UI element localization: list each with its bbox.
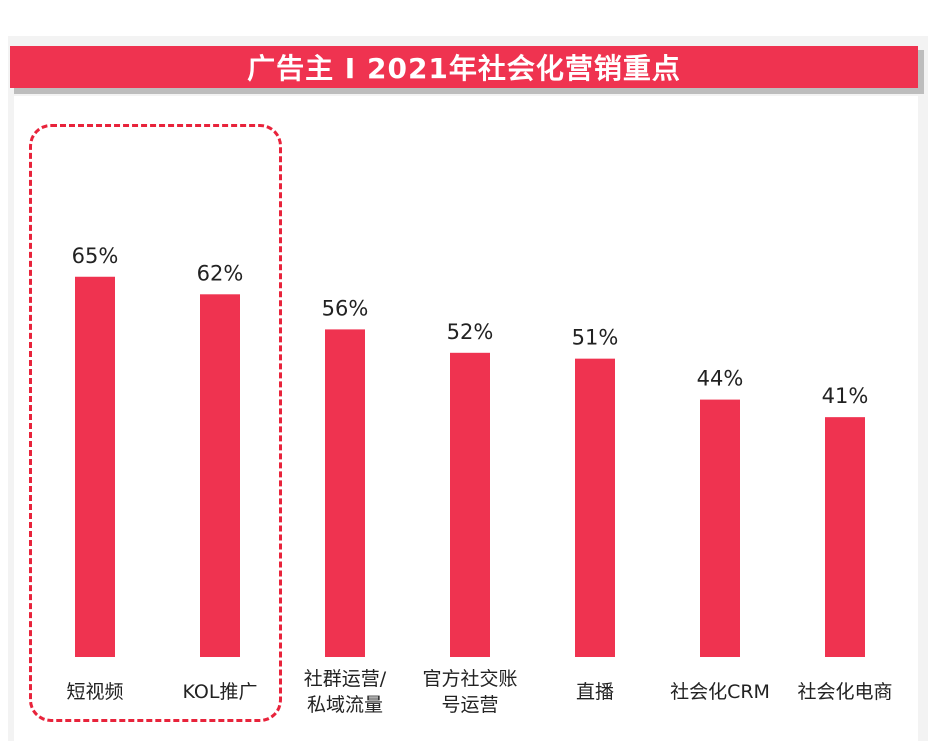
value-label-3: 56% [322,296,369,320]
value-label-6: 44% [697,367,744,391]
bar-6 [700,399,740,657]
highlight-dashed-box [29,124,282,722]
title-bar: 广告主 I 2021年社会化营销重点 [10,46,918,88]
bar-5 [575,358,615,657]
category-label-3-line-1: 社群运营/ [304,668,387,690]
category-label-3-line-2: 私域流量 [307,694,383,716]
value-label-4: 52% [447,320,494,344]
category-label-6: 社会化CRM [670,681,770,703]
category-label-5: 直播 [576,681,614,703]
chart-title: 广告主 I 2021年社会化营销重点 [247,52,681,85]
category-label-2: KOL推广 [183,681,258,703]
category-label-4-line-1: 官方社交账 [422,668,517,690]
bar-3 [325,329,365,657]
bar-7 [825,417,865,657]
category-label-7: 社会化电商 [797,681,892,703]
category-label-4-line-2: 号运营 [441,694,498,716]
value-label-1: 65% [72,244,119,268]
category-label-1: 短视频 [66,681,123,703]
bar-1 [75,276,115,657]
value-label-7: 41% [822,384,869,408]
bar-2 [200,294,240,657]
bar-4 [450,352,490,657]
value-label-5: 51% [572,326,619,350]
value-label-2: 62% [197,261,244,285]
